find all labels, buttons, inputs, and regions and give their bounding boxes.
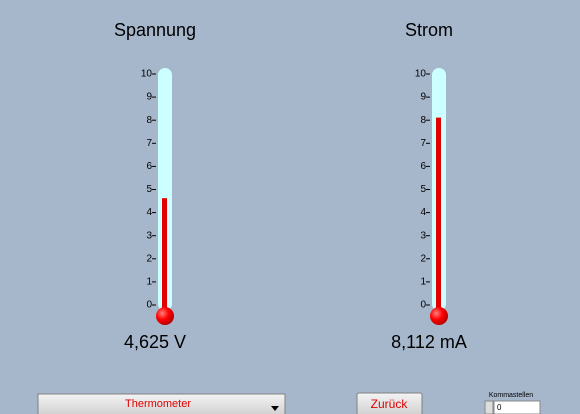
dropdown-arrow[interactable] <box>271 406 279 411</box>
tick-label: 9 <box>420 92 426 103</box>
gauge-tube <box>158 68 172 311</box>
tick-label: 6 <box>146 161 152 172</box>
button-text[interactable]: Zurück <box>371 397 409 411</box>
tick-label: 5 <box>420 184 426 195</box>
gauge-bulb <box>156 307 174 325</box>
precision-field[interactable] <box>493 400 541 414</box>
tick-label: 8 <box>420 115 426 126</box>
tick-label: 3 <box>146 230 152 241</box>
gauge-title: Strom <box>405 20 453 40</box>
gauge-fill <box>436 117 441 312</box>
button[interactable]: Zurück <box>356 392 423 414</box>
tick-label: 1 <box>420 277 426 288</box>
tick-label: 5 <box>146 184 152 195</box>
tick-label: 2 <box>146 253 152 264</box>
gauge-value: 8,112 mA <box>391 332 467 352</box>
gauge-title: Spannung <box>114 20 196 40</box>
tick-label: 4 <box>420 207 426 218</box>
precision-value[interactable]: 0 <box>497 403 502 412</box>
gauge-value: 4,625 V <box>124 332 186 352</box>
dropdown[interactable]: Thermometer <box>37 393 286 414</box>
dropdown-text[interactable]: Thermometer <box>125 398 191 410</box>
tick-label: 10 <box>141 69 153 80</box>
tick-label: 9 <box>146 92 152 103</box>
dropdown-box[interactable] <box>37 393 286 414</box>
tick-label: 7 <box>420 138 426 149</box>
tick-label: 0 <box>146 300 152 311</box>
spinner[interactable] <box>484 400 494 414</box>
precision-label: Kommastellen <box>489 392 533 399</box>
tick-label: 6 <box>420 161 426 172</box>
tick-label: 7 <box>146 138 152 149</box>
tick-label: 4 <box>146 207 152 218</box>
tick-label: 10 <box>415 69 427 80</box>
tick-label: 0 <box>420 300 426 311</box>
gauge-bulb <box>430 307 448 325</box>
tick-label: 8 <box>146 115 152 126</box>
button-box[interactable] <box>356 392 423 414</box>
tick-label: 3 <box>420 230 426 241</box>
gauge-fill <box>162 198 167 311</box>
tick-label: 2 <box>420 253 426 264</box>
tick-label: 1 <box>146 277 152 288</box>
